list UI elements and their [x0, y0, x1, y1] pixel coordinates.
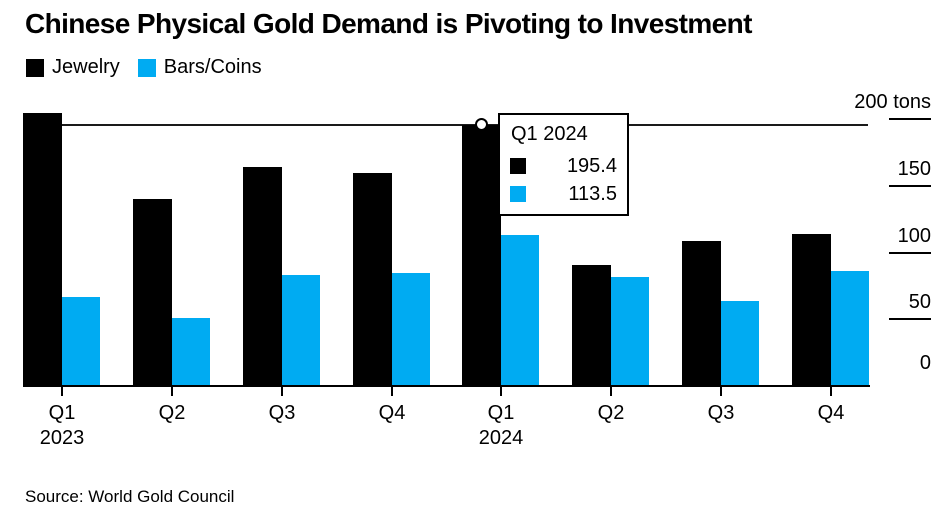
tooltip-value-bars-coins: 113.5: [568, 182, 617, 205]
tooltip-title: Q1 2024: [511, 123, 588, 145]
x-axis-label-q2-2024: Q2: [597, 402, 625, 424]
bar-jewelry-q3-2024[interactable]: [682, 241, 721, 386]
x-axis-year-label-q1-2024: 2024: [478, 427, 524, 449]
bar-bars-coins-q4-2023[interactable]: [392, 273, 430, 386]
x-axis-tick-q3-2023: [281, 387, 283, 396]
tooltip-row-bars-coins: 113.5: [510, 180, 617, 208]
tooltip-value-jewelry: 195.4: [566, 154, 617, 177]
x-axis-label-q1-2024: Q1: [487, 402, 515, 424]
jewelry-swatch-icon: [26, 58, 44, 77]
x-axis-label-q3-2023: Q3: [268, 402, 296, 424]
legend: Jewelry Bars/Coins: [26, 56, 262, 79]
y-axis-tick-50: [889, 318, 931, 321]
bar-jewelry-q2-2023[interactable]: [133, 199, 172, 386]
x-axis-tick-q4-2024: [830, 387, 832, 396]
x-axis-label-q4-2023: Q4: [378, 402, 406, 424]
x-axis-tick-q2-2024: [610, 387, 612, 396]
tooltip-row-jewelry: 195.4: [510, 152, 617, 180]
bar-jewelry-q4-2024[interactable]: [792, 234, 831, 386]
x-axis-year-label-q1-2023: 2023: [39, 427, 85, 449]
crosshair-line: [23, 124, 868, 127]
x-axis-tick-q2-2023: [171, 387, 173, 396]
chart-tooltip: Q1 2024 195.4 113.5: [498, 113, 629, 216]
y-axis-label-50: 50: [908, 291, 931, 314]
bar-bars-coins-q3-2023[interactable]: [282, 275, 320, 386]
bar-jewelry-q2-2024[interactable]: [572, 265, 611, 386]
highlight-marker-icon: [474, 118, 488, 132]
tooltip-jewelry-swatch-icon: [510, 158, 526, 174]
legend-label-bars-coins: Bars/Coins: [163, 56, 262, 78]
x-axis-label-q1-2023: Q1: [48, 402, 76, 424]
y-axis-label-0: 0: [919, 352, 931, 374]
bars-coins-swatch-icon: [137, 58, 156, 77]
y-axis-tick-100: [889, 251, 931, 254]
bar-bars-coins-q4-2024[interactable]: [831, 271, 869, 386]
x-axis-tick-q1-2024: [500, 387, 502, 396]
bar-bars-coins-q2-2024[interactable]: [611, 277, 649, 386]
chart-title: Chinese Physical Gold Demand is Pivoting…: [25, 8, 752, 39]
y-axis-label-100: 100: [897, 224, 931, 247]
x-axis-line: [23, 385, 870, 387]
y-axis-tick-150: [889, 184, 931, 187]
bar-bars-coins-q1-2024[interactable]: [501, 235, 539, 386]
x-axis-tick-q3-2024: [720, 387, 722, 396]
legend-item-bars-coins: Bars/Coins: [137, 56, 262, 79]
bar-jewelry-q3-2023[interactable]: [243, 167, 282, 386]
bar-jewelry-q4-2023[interactable]: [353, 173, 392, 386]
y-axis-label-150: 150: [897, 157, 931, 180]
tooltip-bars-coins-swatch-icon: [510, 186, 526, 202]
legend-label-jewelry: Jewelry: [52, 56, 120, 78]
legend-item-jewelry: Jewelry: [26, 56, 120, 79]
source-attribution: Source: World Gold Council: [25, 487, 235, 506]
bar-jewelry-q1-2023[interactable]: [23, 113, 62, 386]
bar-bars-coins-q1-2023[interactable]: [62, 297, 100, 386]
bar-bars-coins-q2-2023[interactable]: [172, 318, 210, 386]
x-axis-tick-q4-2023: [391, 387, 393, 396]
x-axis-label-q4-2024: Q4: [817, 402, 845, 424]
y-axis-label-200: 200 tons: [854, 91, 931, 114]
x-axis-label-q3-2024: Q3: [707, 402, 735, 424]
y-axis-tick-200: [889, 118, 931, 121]
x-axis-label-q2-2023: Q2: [158, 402, 186, 424]
bar-jewelry-q1-2024[interactable]: [462, 125, 501, 386]
bar-bars-coins-q3-2024[interactable]: [721, 301, 759, 386]
x-axis-tick-q1-2023: [61, 387, 63, 396]
